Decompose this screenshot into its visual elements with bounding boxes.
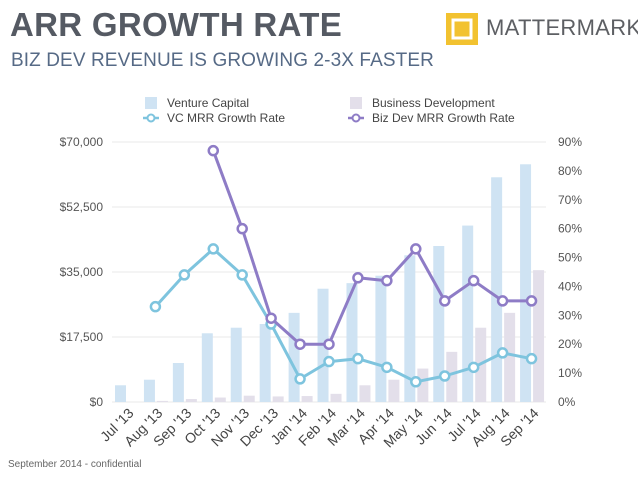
vc-growth-point [207,243,220,255]
vc-bar [143,379,155,402]
bd-bar [388,379,400,402]
legend-swatch [350,97,362,109]
vc-growth-point [410,376,422,388]
bizdev-growth-line [211,150,532,346]
bd-bar [533,270,545,402]
vc-growth-point [294,373,306,385]
legend-marker [146,113,156,123]
bizdev-growth-point [236,222,248,235]
page-subtitle: BIZ DEV REVENUE IS GROWING 2-3X FASTER [11,50,434,71]
left-axis-tick-label: $17,500 [60,330,104,344]
vc-growth-point [323,355,335,368]
right-axis-tick-label: 10% [558,366,582,380]
legend-label: VC MRR Growth Rate [167,111,285,125]
bizdev-growth-point [207,144,220,157]
right-axis-tick-label: 50% [558,251,582,265]
vc-bar [115,385,126,402]
vc-growth-point [525,352,538,365]
bd-bar [156,400,168,402]
left-axis-tick-label: $52,500 [60,200,104,214]
right-axis-tick-label: 40% [558,279,582,293]
vc-bar [172,363,184,402]
bizdev-growth-point [381,274,393,287]
vc-growth-point [496,347,509,359]
bd-bar [301,396,313,402]
footer-note: September 2014 - confidential [8,459,142,470]
right-axis-tick-label: 90% [558,135,582,149]
vc-growth-point [467,361,480,374]
chart-gridlines [112,141,546,403]
vc-growth-point [149,300,162,313]
bd-bar [214,397,226,402]
legend-label: Venture Capital [167,96,249,110]
vc-bar [259,324,271,402]
bd-bar [446,351,458,402]
bizdev-growth-point [323,338,335,350]
right-axis-tick-label: 60% [558,222,582,236]
vc-bar [346,283,358,402]
vc-bar [230,327,242,402]
bd-bar [185,399,197,402]
vc-bar [404,255,416,402]
mattermark-logo-icon [446,13,478,45]
bd-bar [417,368,429,402]
vc-growth-point [352,352,364,365]
bizdev-growth-point [410,243,422,255]
legend-marker [351,113,361,123]
chart-lines [149,144,538,388]
left-axis-tick-label: $70,000 [60,135,104,149]
right-axis-tick-label: 0% [558,395,576,409]
vc-growth-point [381,361,393,374]
vc-bar [462,225,474,402]
page-title: ARR GROWTH RATE [10,6,343,43]
legend-swatch [145,97,157,109]
bd-bar [359,385,371,402]
legend-label: Business Development [372,96,495,110]
vc-bar [491,177,503,402]
legend-label: Biz Dev MRR Growth Rate [372,111,515,125]
right-axis-tick-label: 30% [558,308,582,322]
right-axis-tick-label: 70% [558,193,582,207]
left-axis-tick-label: $35,000 [60,265,104,279]
vc-bar [520,164,532,402]
bizdev-growth-point [467,274,480,287]
bd-bar [243,395,255,402]
vc-growth-point [236,269,248,281]
right-axis-tick-label: 80% [558,164,582,178]
right-axis-ticks: 0% 10% 20% 30% 40% 50% 60% 70% 80% 90% [558,135,582,409]
left-axis-tick-label: $0 [90,395,104,409]
right-axis-tick-label: 20% [558,337,582,351]
bizdev-growth-point [438,295,451,307]
bd-bar [330,393,342,402]
vc-bar [433,246,445,402]
bd-bar [504,312,516,402]
brand-name: MATTERMARK [486,15,638,40]
bd-bar [272,396,284,402]
vc-bar [375,275,387,402]
bizdev-growth-point [294,338,306,350]
bizdev-growth-point [496,295,509,307]
bizdev-growth-point [352,272,364,284]
chart-bars [115,164,545,402]
bizdev-growth-point [265,312,277,324]
vc-growth-point [438,370,451,382]
vc-bar [201,333,213,402]
left-axis-ticks: $0 $17,500 $35,000 $52,500 $70,000 [60,135,104,409]
bizdev-growth-point [525,295,538,307]
vc-growth-point [178,269,191,281]
vc-bar [288,312,300,402]
